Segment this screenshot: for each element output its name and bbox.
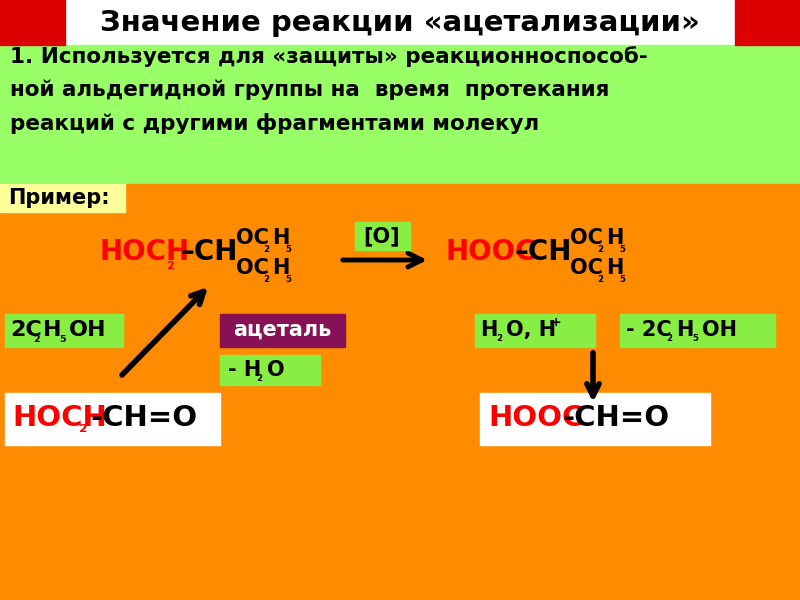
Text: ₂: ₂ [263, 271, 269, 285]
Text: ₂: ₂ [167, 255, 175, 273]
Text: О, Н: О, Н [506, 320, 556, 340]
Text: реакций с другими фрагментами молекул: реакций с другими фрагментами молекул [10, 113, 539, 134]
Text: H: H [272, 258, 290, 278]
Text: НООС: НООС [488, 404, 583, 432]
Text: ₅: ₅ [692, 330, 698, 344]
Text: OC: OC [236, 258, 269, 278]
Text: ₂: ₂ [666, 330, 672, 344]
Text: [О]: [О] [364, 226, 400, 246]
Text: H: H [272, 228, 290, 248]
Bar [5, 314, 123, 347]
Text: –СН: –СН [515, 238, 572, 266]
Text: - 2С: - 2С [626, 320, 672, 340]
Bar [220, 314, 345, 347]
Text: OC: OC [236, 228, 269, 248]
Text: О: О [267, 360, 285, 380]
Text: НОСН: НОСН [12, 404, 106, 432]
Bar [0, 184, 125, 212]
Text: ₅: ₅ [59, 329, 66, 344]
Text: ₅: ₅ [619, 271, 625, 285]
Text: OC: OC [570, 228, 603, 248]
Bar [735, 0, 800, 45]
Bar [475, 314, 595, 347]
Text: H: H [606, 258, 623, 278]
Text: ₂: ₂ [263, 241, 269, 255]
Bar [220, 355, 320, 385]
Text: Н: Н [43, 320, 62, 340]
Text: ₂: ₂ [79, 418, 87, 437]
Bar [0, 0, 65, 45]
Text: ₅: ₅ [619, 241, 625, 255]
Text: -СН=О: -СН=О [90, 404, 197, 432]
Text: Пример:: Пример: [8, 188, 110, 208]
Bar [620, 314, 775, 347]
Text: ₅: ₅ [285, 271, 291, 285]
Text: ₂: ₂ [256, 370, 262, 384]
Text: ₂: ₂ [597, 271, 603, 285]
Text: Значение реакции «ацетализации»: Значение реакции «ацетализации» [100, 9, 700, 37]
Text: ₂: ₂ [496, 330, 502, 344]
Text: 2С: 2С [10, 320, 42, 340]
Text: +: + [551, 316, 562, 329]
Text: Н: Н [480, 320, 498, 340]
Text: -СН=О: -СН=О [562, 404, 669, 432]
Text: ₂: ₂ [597, 241, 603, 255]
Text: ацеталь: ацеталь [233, 320, 331, 340]
Text: - Н: - Н [228, 360, 262, 380]
Bar [480, 393, 710, 445]
Text: ₅: ₅ [285, 241, 291, 255]
Text: НОСН: НОСН [100, 238, 190, 266]
Text: H: H [606, 228, 623, 248]
Text: ОН: ОН [702, 320, 737, 340]
Text: –СН: –СН [180, 238, 238, 266]
Text: ₂: ₂ [33, 329, 40, 344]
Bar [5, 393, 220, 445]
Bar [0, 212, 800, 600]
Text: ОН: ОН [69, 320, 106, 340]
Bar [0, 184, 800, 212]
Bar [355, 222, 410, 250]
Text: ной альдегидной группы на  время  протекания: ной альдегидной группы на время протекан… [10, 80, 610, 100]
Bar [0, 0, 800, 45]
Text: OC: OC [570, 258, 603, 278]
Text: Н: Н [676, 320, 694, 340]
Bar [0, 45, 800, 185]
Text: НООС: НООС [445, 238, 535, 266]
Text: 1. Используется для «защиты» реакционноспособ-: 1. Используется для «защиты» реакционнос… [10, 47, 648, 67]
